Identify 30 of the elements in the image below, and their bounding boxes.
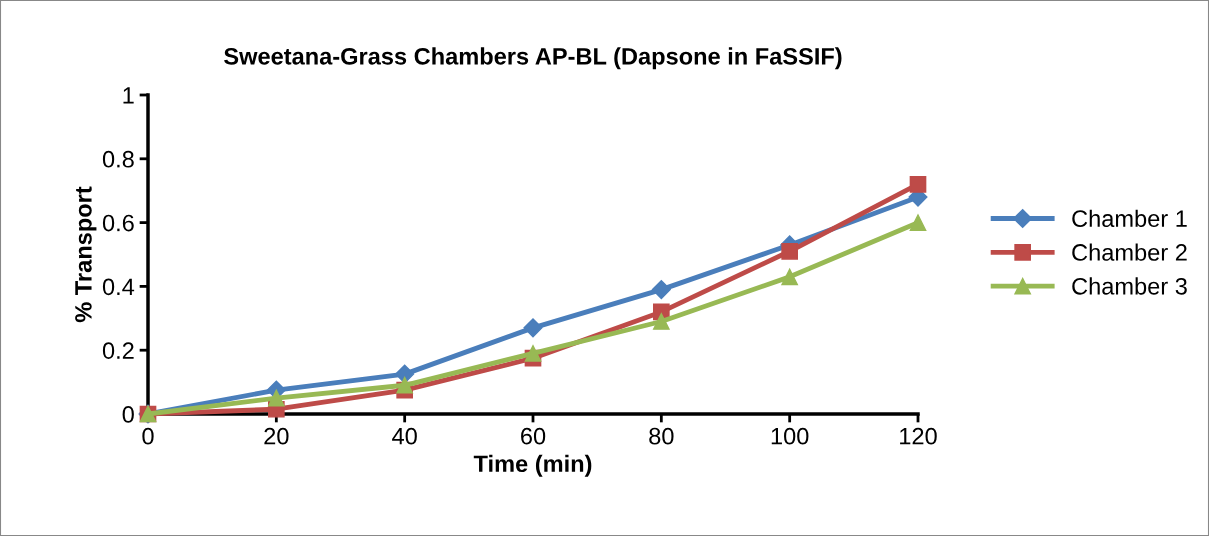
legend-label: Chamber 2 bbox=[1072, 243, 1187, 261]
x-tick-label: 80 bbox=[649, 427, 674, 445]
x-tick-label: 60 bbox=[521, 427, 546, 445]
x-tick-label: 20 bbox=[264, 427, 289, 445]
y-tick-label: 1 bbox=[123, 87, 134, 104]
legend-label: Chamber 1 bbox=[1072, 209, 1187, 228]
point bbox=[781, 268, 799, 286]
point bbox=[909, 214, 927, 231]
y-tick-label: 0.4 bbox=[102, 278, 135, 296]
legend-label: Chamber 3 bbox=[1072, 277, 1187, 295]
point bbox=[651, 280, 671, 300]
point bbox=[523, 318, 543, 338]
point bbox=[395, 364, 415, 384]
x-tick-label: 40 bbox=[392, 427, 417, 445]
x-tick-label: 0 bbox=[142, 427, 154, 445]
point bbox=[267, 389, 285, 407]
x-tick-label: 100 bbox=[771, 427, 809, 445]
y-axis-title: % Transport bbox=[75, 186, 97, 323]
point bbox=[524, 345, 542, 362]
x-tick-label: 120 bbox=[900, 427, 937, 445]
y-tick-label: 0.6 bbox=[102, 214, 134, 232]
y-tick-label: 0.2 bbox=[102, 342, 134, 359]
chart-title: Sweetana-Grass Chambers AP-BL (Dapsone in FaSSIF) bbox=[224, 47, 842, 70]
y-tick-label: 0.8 bbox=[102, 150, 134, 168]
point bbox=[396, 376, 414, 394]
point bbox=[652, 313, 670, 330]
y-tick-label: 0 bbox=[122, 406, 134, 423]
point bbox=[781, 242, 799, 260]
point bbox=[909, 175, 927, 193]
x-axis-title: Time (min) bbox=[473, 454, 592, 477]
